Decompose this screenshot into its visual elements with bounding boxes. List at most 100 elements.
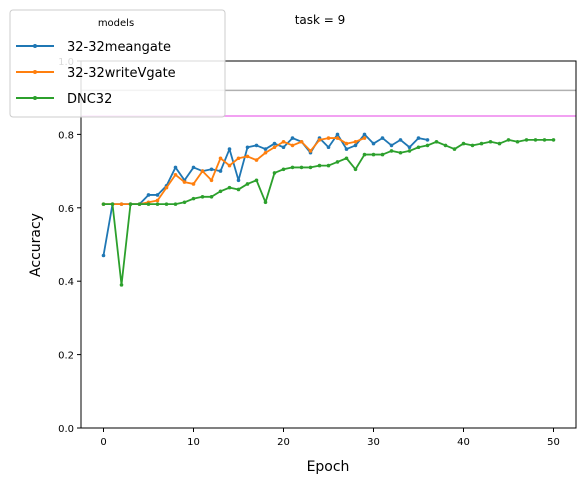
y-axis-label: Accuracy	[28, 213, 44, 277]
data-point	[335, 132, 340, 137]
legend-marker	[33, 96, 37, 100]
data-point	[551, 138, 556, 142]
data-point	[164, 185, 169, 190]
data-point	[173, 165, 178, 170]
data-point	[218, 169, 223, 173]
data-point	[533, 138, 538, 142]
data-point	[155, 202, 160, 206]
data-point	[380, 152, 385, 157]
data-point	[200, 194, 205, 199]
data-point	[272, 145, 277, 150]
data-point	[479, 141, 484, 146]
y-tick-label: 0.4	[58, 277, 74, 288]
data-point	[146, 202, 151, 206]
data-point	[416, 136, 421, 140]
data-point	[191, 196, 196, 201]
data-point	[380, 136, 385, 140]
data-point	[335, 160, 340, 164]
data-point	[137, 202, 142, 206]
data-point	[389, 143, 394, 148]
data-point	[263, 150, 268, 155]
data-point	[416, 145, 421, 150]
data-point	[515, 139, 520, 144]
data-point	[173, 202, 178, 206]
data-point	[290, 136, 295, 140]
legend-label: 32-32writeVgate	[67, 66, 176, 81]
data-point	[452, 147, 457, 151]
data-point	[362, 152, 367, 157]
x-tick-label: 10	[187, 437, 200, 448]
data-point	[272, 141, 277, 146]
data-point	[488, 139, 493, 144]
x-tick-label: 20	[277, 437, 290, 448]
data-point	[344, 156, 349, 161]
data-point	[398, 150, 403, 155]
legend-title: models	[98, 18, 134, 29]
y-tick-label: 0.8	[58, 130, 74, 141]
y-tick-label: 0.6	[58, 204, 74, 215]
x-tick-label: 0	[100, 437, 106, 448]
data-point	[245, 145, 250, 150]
legend-entries: 32-32meangate 32-32writeVgate DNC32	[16, 40, 176, 107]
data-point	[209, 167, 214, 172]
legend-label: 32-32meangate	[67, 40, 171, 55]
data-point	[272, 171, 277, 175]
data-point	[173, 172, 178, 177]
data-point	[236, 156, 241, 161]
data-point	[299, 139, 304, 144]
data-point	[371, 152, 376, 157]
data-point	[164, 202, 169, 206]
data-point	[182, 200, 187, 205]
y-tick-label: 0.2	[58, 351, 74, 362]
data-point	[434, 139, 439, 144]
data-point	[236, 178, 241, 183]
data-point	[407, 149, 412, 153]
data-point	[191, 182, 196, 186]
plot-frame	[80, 60, 577, 429]
data-point	[389, 149, 394, 153]
data-point	[461, 141, 466, 146]
data-point	[209, 194, 214, 199]
data-point	[119, 283, 124, 287]
legend-box	[9, 9, 226, 118]
data-point	[227, 185, 232, 190]
legend-entry-2: DNC32	[16, 92, 112, 107]
data-point	[227, 147, 232, 151]
data-point	[101, 253, 106, 258]
data-point	[209, 178, 214, 183]
data-point	[254, 158, 259, 162]
legend-marker	[33, 44, 37, 48]
data-point	[353, 139, 358, 144]
data-point	[362, 136, 367, 140]
legend-marker	[33, 70, 37, 74]
data-point	[317, 138, 322, 142]
data-point	[119, 202, 124, 206]
legend-entry-1: 32-32writeVgate	[16, 66, 176, 81]
data-point	[281, 167, 286, 172]
data-point	[281, 139, 286, 144]
legend: models 32-32meangate 32-32writeVgate DNC32	[9, 9, 226, 118]
data-point	[371, 141, 376, 146]
data-point	[506, 138, 511, 142]
x-axis-label: Epoch	[307, 459, 350, 475]
data-point	[263, 147, 268, 151]
data-point	[128, 202, 133, 206]
data-point	[155, 198, 160, 203]
data-point	[182, 180, 187, 184]
data-point	[101, 202, 106, 206]
data-point	[398, 138, 403, 142]
data-point	[317, 163, 322, 168]
data-point	[326, 145, 331, 150]
data-point	[542, 138, 547, 142]
data-point	[326, 136, 331, 140]
data-point	[290, 165, 295, 170]
data-point	[407, 145, 412, 150]
data-point	[218, 189, 223, 194]
data-point	[335, 136, 340, 140]
series-layer	[101, 132, 556, 287]
data-point	[254, 178, 259, 183]
data-point	[353, 143, 358, 148]
chart-title: task = 9	[295, 13, 346, 27]
data-point	[326, 163, 331, 168]
series-2	[101, 138, 556, 287]
